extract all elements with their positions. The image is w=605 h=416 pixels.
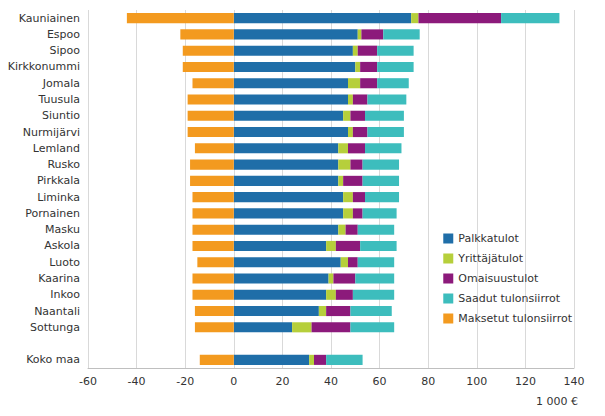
svg-text:Lemland: Lemland (33, 142, 80, 155)
svg-text:Pornainen: Pornainen (25, 207, 80, 220)
svg-text:Rusko: Rusko (47, 158, 80, 171)
svg-text:Tuusula: Tuusula (38, 93, 81, 106)
svg-text:Kirkkonummi: Kirkkonummi (8, 60, 80, 73)
svg-text:Sottunga: Sottunga (30, 321, 80, 334)
svg-text:Siuntio: Siuntio (42, 109, 80, 122)
svg-text:-20: -20 (176, 375, 194, 388)
svg-text:Sipoo: Sipoo (50, 44, 81, 57)
svg-text:-60: -60 (79, 375, 97, 388)
svg-text:Saadut tulonsiirrot: Saadut tulonsiirrot (458, 292, 560, 305)
svg-text:Koko maa: Koko maa (26, 353, 80, 366)
svg-text:Liminka: Liminka (37, 191, 80, 204)
svg-text:Kaarina: Kaarina (38, 272, 80, 285)
svg-text:Palkkatulot: Palkkatulot (458, 232, 519, 245)
svg-text:0: 0 (230, 375, 237, 388)
svg-text:Espoo: Espoo (47, 28, 80, 41)
svg-text:120: 120 (515, 375, 536, 388)
svg-text:-40: -40 (128, 375, 146, 388)
svg-text:Askola: Askola (44, 239, 80, 252)
svg-text:100: 100 (466, 375, 487, 388)
svg-text:20: 20 (275, 375, 289, 388)
svg-text:40: 40 (324, 375, 338, 388)
svg-text:1 000 €: 1 000 € (536, 395, 578, 408)
svg-text:Inkoo: Inkoo (50, 288, 80, 301)
svg-text:80: 80 (421, 375, 435, 388)
svg-text:Kauniainen: Kauniainen (19, 12, 80, 25)
svg-text:Masku: Masku (45, 223, 80, 236)
svg-text:Naantali: Naantali (34, 305, 80, 318)
svg-text:Maksetut tulonsiirrot: Maksetut tulonsiirrot (458, 312, 572, 325)
svg-text:60: 60 (373, 375, 387, 388)
svg-text:Omaisuustulot: Omaisuustulot (458, 272, 539, 285)
svg-text:140: 140 (564, 375, 585, 388)
svg-text:Luoto: Luoto (49, 256, 80, 269)
svg-text:Yrittäjätulot: Yrittäjätulot (457, 252, 524, 265)
svg-text:Pirkkala: Pirkkala (37, 174, 80, 187)
svg-text:Jomala: Jomala (42, 77, 80, 90)
svg-text:Nurmijärvi: Nurmijärvi (23, 126, 80, 139)
